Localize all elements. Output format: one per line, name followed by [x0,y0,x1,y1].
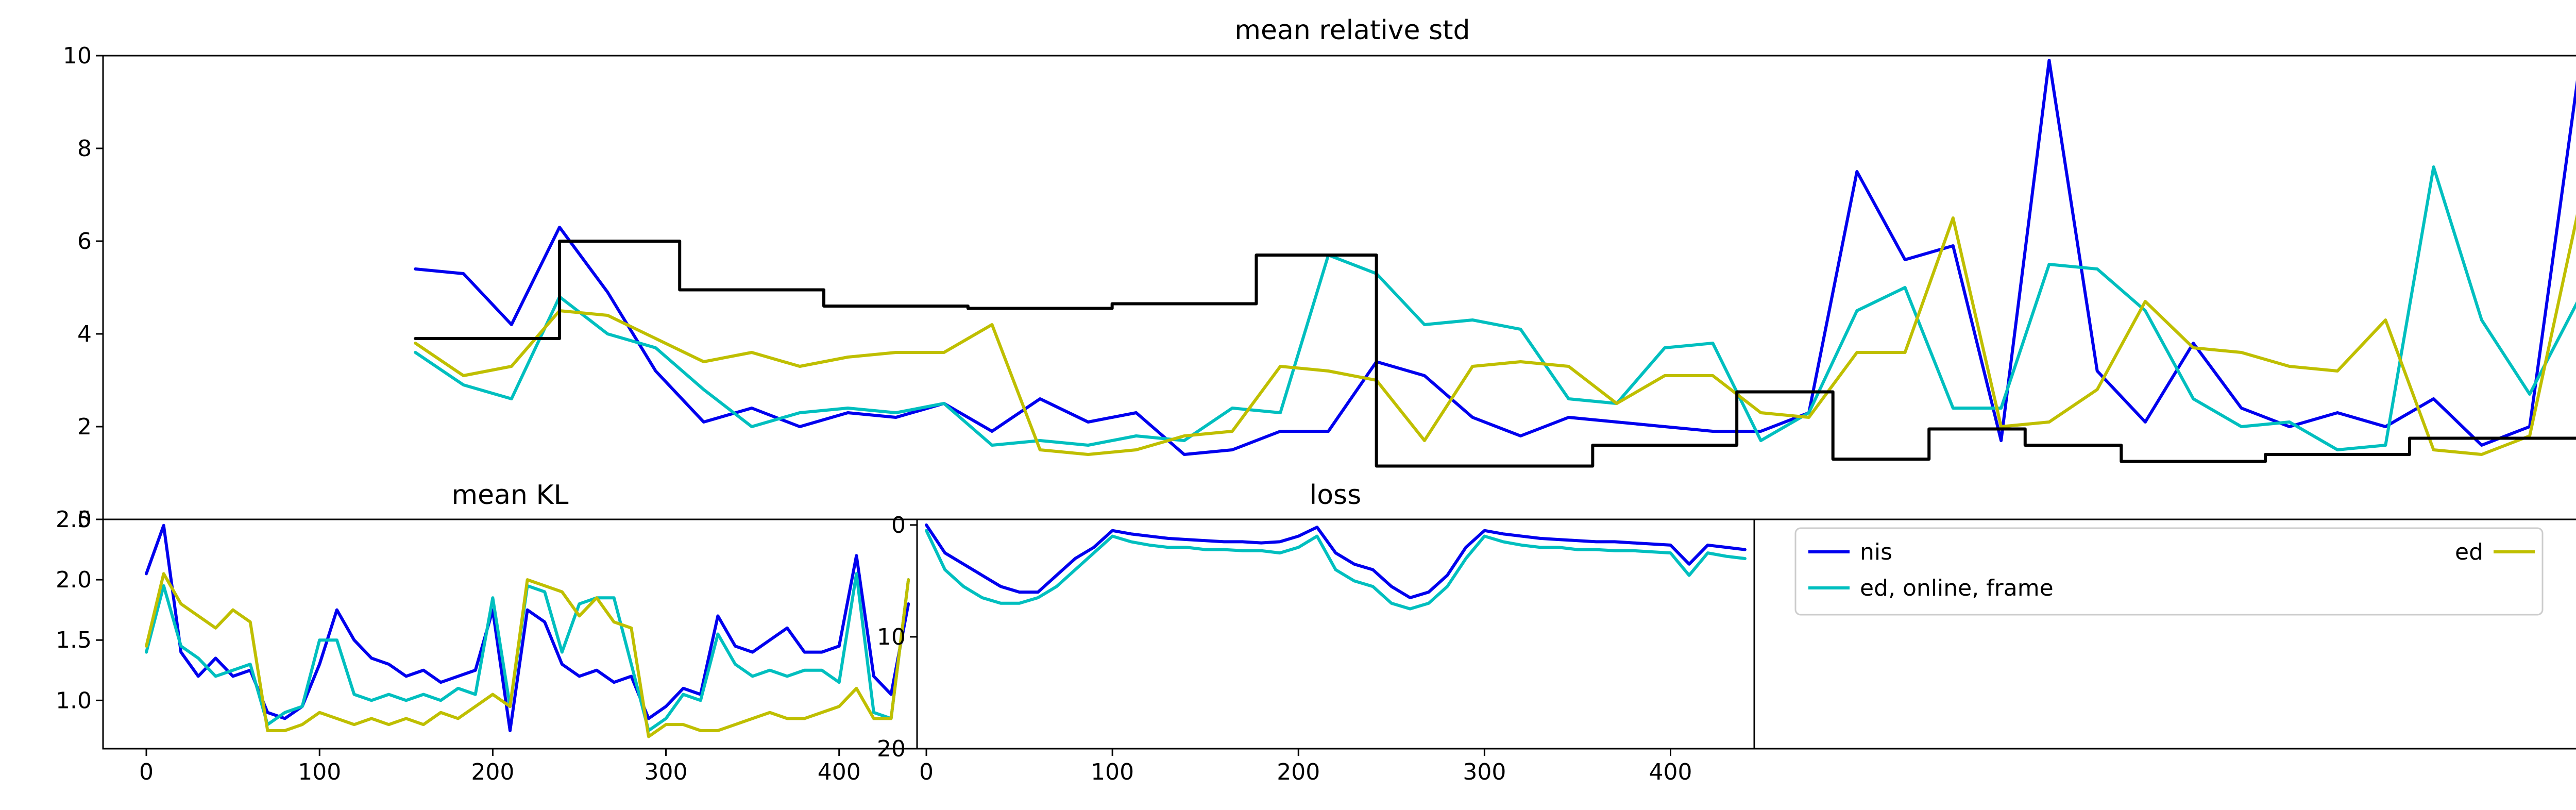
panel-mean-kl: mean KL 1.01.52.02.5 0 100 200 300 400 [56,480,918,785]
y-tick-label: 6 [77,228,92,255]
legend-label-nis: nis [1860,539,1892,565]
series-line-ed [414,214,2576,456]
legend-box [1794,527,2544,616]
y-tick-label: 10 [877,624,906,650]
panel-legend: nis ed, online, frame ed [1753,518,2576,750]
panel-title: mean relative std [1234,15,1470,46]
legend-label-ed-online-frame: ed, online, frame [1860,575,2054,601]
x-axis: 0 100 200 300 400 [139,749,861,785]
y-axis: 0 2 4 6 8 10 [63,43,103,533]
series-line-nis [145,524,910,732]
panel-title: mean KL [451,480,568,511]
y-axis: 0 10 20 [877,512,917,762]
series-line-ed-online-frame [925,529,1747,611]
panel-mean-relative-std: mean relative std 0 2 4 6 8 10 [63,15,2576,533]
x-tick-label: 100 [1091,759,1134,785]
y-tick-label: 2.0 [56,567,92,593]
plot-area [145,524,910,738]
x-tick-label: 400 [818,759,861,785]
x-tick-label: 0 [139,759,154,785]
legend-label-ed: ed [2455,539,2483,565]
y-tick-label: 0 [891,512,906,538]
x-tick-label: 200 [471,759,514,785]
plot-area [414,59,2576,468]
series-line-nis [414,59,2576,456]
y-tick-label: 4 [77,321,92,347]
x-tick-label: 200 [1277,759,1320,785]
series-line-ed [145,572,910,738]
y-tick-label: 2.5 [56,507,92,533]
y-tick-label: 10 [63,43,92,69]
x-tick-label: 0 [919,759,934,785]
series-line-ed-online-frame [145,572,910,732]
panel-title: loss [1310,480,1361,511]
x-tick-label: 300 [1463,759,1506,785]
x-tick-label: 300 [645,759,688,785]
panel-loss: loss 0 10 20 0 100 200 300 400 [877,480,1755,785]
panel-frame [1753,518,2576,750]
series-line-nis [925,523,1747,599]
plot-area [925,523,1747,611]
x-axis: 0 100 200 300 400 [919,749,1692,785]
legend: nis ed, online, frame ed [1794,527,2544,616]
panel-frame [102,55,2576,520]
y-tick-label: 8 [77,136,92,162]
y-tick-label: 2 [77,414,92,440]
y-tick-label: 20 [877,736,906,762]
y-tick-label: 0 [77,507,92,533]
y-axis: 1.0 1.5 2.0 2.5 [56,507,103,714]
series-line-ed-online-frame [414,165,2576,451]
x-tick-label: 100 [298,759,341,785]
panel-frame [102,518,918,750]
y-tick-label: 1.0 [56,687,92,714]
x-tick-label: 400 [1649,759,1692,785]
series-line-step [414,240,2576,468]
y-tick-label: 1.5 [56,627,92,653]
